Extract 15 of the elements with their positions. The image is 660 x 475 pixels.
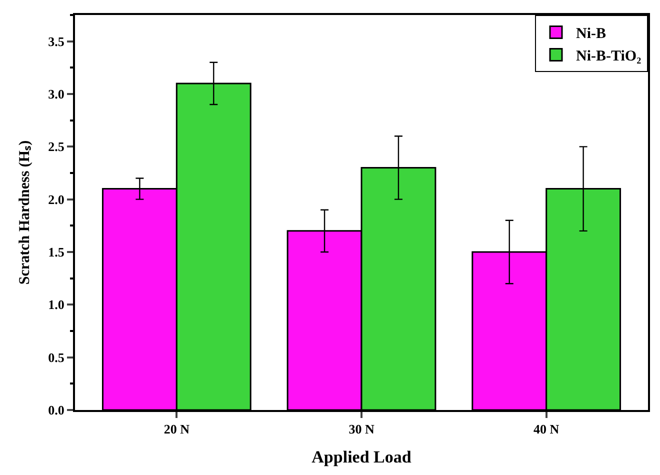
y-tick-label: 3.5 (48, 34, 65, 49)
y-tick-label: 1.5 (48, 244, 65, 260)
legend-label: Ni-B (576, 26, 606, 42)
x-tick-label: 40 N (534, 422, 560, 437)
y-tick-label: 2.0 (48, 192, 64, 207)
y-tick-label: 1.0 (48, 297, 64, 312)
x-axis-title: Applied Load (312, 448, 412, 466)
x-tick-label: 20 N (164, 422, 190, 437)
legend-label: Ni-B-TiO₂ (576, 48, 642, 65)
y-tick-label: 0.5 (48, 350, 65, 365)
y-tick-label: 3.0 (48, 86, 64, 102)
y-tick-label: 0.0 (48, 402, 64, 418)
x-tick-label: 30 N (348, 422, 375, 437)
y-tick-label: 2.5 (48, 139, 65, 154)
y-axis-title: Scratch Hardness (Hₛ) (16, 140, 33, 285)
